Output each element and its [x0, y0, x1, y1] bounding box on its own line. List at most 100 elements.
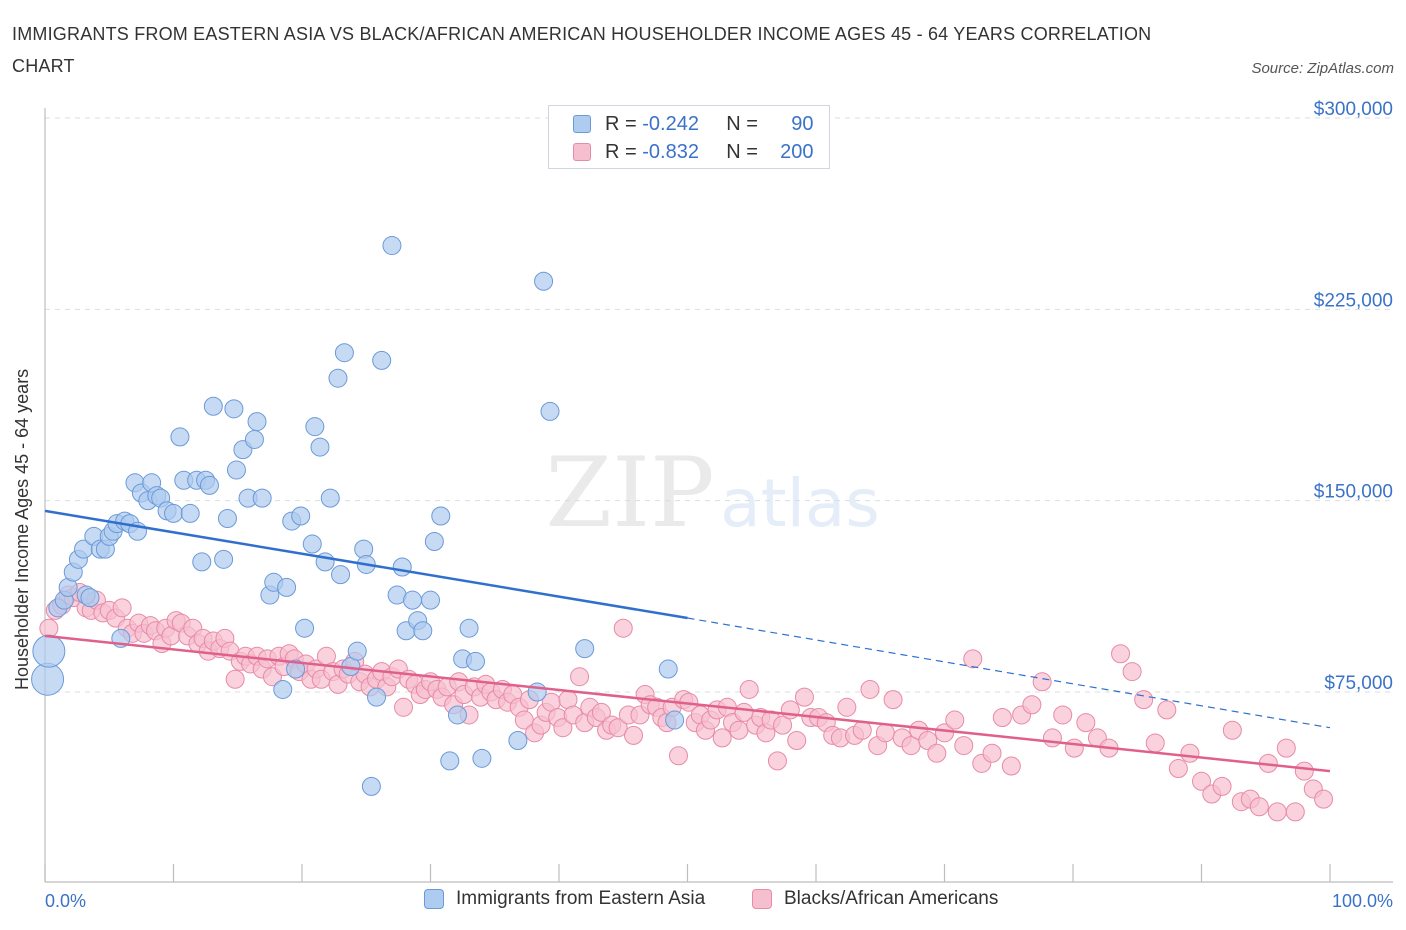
eastern-asia-point [291, 506, 311, 526]
eastern-asia-point [273, 679, 293, 699]
trend-lines [44, 509, 1331, 773]
eastern-asia-point [224, 399, 244, 419]
blacks-point [1276, 738, 1296, 758]
chart-source: Source: ZipAtlas.com [1251, 60, 1394, 77]
blacks-point [739, 679, 759, 699]
blacks-point [1249, 797, 1269, 817]
y-tick-label: $300,000 [1314, 99, 1393, 120]
blacks-point [553, 718, 573, 738]
eastern-asia-point [203, 396, 223, 416]
eastern-asia-point [361, 776, 381, 796]
eastern-asia-point [331, 565, 351, 585]
blacks-point [945, 710, 965, 730]
legend-label-blacks: Blacks/African Americans [784, 888, 999, 909]
correlation-legend: R = -0.242 N = 90 R = -0.832 N = 200 [548, 105, 830, 169]
blacks-point [883, 690, 903, 710]
legend-r-label: R = [605, 140, 643, 163]
series-eastern-asia-points [31, 236, 685, 796]
eastern-asia-point [170, 427, 190, 447]
legend-swatch-pink [752, 889, 772, 909]
eastern-asia-point [424, 531, 444, 551]
eastern-asia-point [277, 577, 297, 597]
eastern-asia-point [540, 401, 560, 421]
y-tick-label: $150,000 [1314, 482, 1393, 503]
eastern-asia-point [440, 751, 460, 771]
legend-swatch-pink [573, 143, 591, 161]
blacks-point [1222, 720, 1242, 740]
eastern-asia-point [247, 412, 267, 432]
blacks-point [794, 687, 814, 707]
legend-n-value: 90 [791, 112, 814, 135]
blacks-point [1145, 733, 1165, 753]
blacks-point [1285, 802, 1305, 822]
eastern-asia-point [328, 368, 348, 388]
axes [44, 108, 1393, 883]
blacks-point [927, 743, 947, 763]
eastern-asia-point [180, 503, 200, 523]
y-tick-label: $75,000 [1324, 673, 1393, 694]
blacks-point [591, 702, 611, 722]
eastern-asia-point [459, 618, 479, 638]
blacks-point [1192, 771, 1211, 791]
legend-n-label: N = [726, 112, 764, 135]
eastern-asia-trend-dashed [687, 617, 1331, 729]
blacks-point [935, 723, 954, 743]
eastern-asia-point [310, 437, 330, 457]
legend-r-label: R = [605, 112, 643, 135]
blacks-point [39, 618, 59, 638]
blacks-point [837, 697, 857, 717]
blacks-point [787, 730, 807, 750]
blacks-point [1111, 644, 1131, 664]
blacks-point [992, 708, 1012, 728]
eastern-asia-point [334, 343, 354, 363]
eastern-asia-point [367, 687, 387, 707]
legend-item-eastern-asia: Immigrants from Eastern Asia [424, 888, 705, 910]
blacks-point [570, 667, 590, 687]
eastern-asia-point [392, 557, 412, 577]
legend-row-eastern-asia: R = -0.242 N = 90 [573, 110, 814, 138]
blacks-point [1122, 662, 1142, 682]
blacks-point [1053, 705, 1073, 725]
eastern-asia-point [295, 618, 315, 638]
blacks-point [1180, 743, 1200, 763]
blacks-point [1294, 761, 1314, 781]
eastern-asia-point [226, 460, 246, 480]
eastern-asia-point [665, 710, 685, 730]
blacks-point [954, 736, 974, 756]
blacks-point [729, 720, 749, 740]
eastern-asia-point [286, 659, 306, 679]
watermark-zip: ZIP [545, 437, 714, 549]
eastern-asia-point [214, 549, 234, 569]
eastern-asia-point [508, 730, 528, 750]
blacks-point [225, 669, 245, 689]
eastern-asia-point [421, 590, 440, 610]
eastern-asia-point [413, 621, 433, 641]
blacks-point [1076, 713, 1096, 733]
legend-row-blacks: R = -0.832 N = 200 [573, 138, 814, 166]
eastern-asia-point [320, 488, 340, 508]
blacks-point [1314, 789, 1334, 809]
eastern-asia-point [403, 590, 423, 610]
legend-label-eastern-asia: Immigrants from Eastern Asia [456, 888, 706, 909]
blacks-point [669, 746, 689, 766]
eastern-asia-point [164, 503, 183, 523]
y-tick-labels: $75,000 $150,000 $225,000 $300,000 [1314, 99, 1393, 694]
eastern-asia-point [80, 588, 100, 608]
eastern-asia-point [372, 350, 392, 370]
eastern-asia-point [472, 748, 492, 768]
eastern-asia-point [527, 682, 547, 702]
x-tick-label-right: 100.0% [1332, 891, 1393, 911]
eastern-asia-point [305, 417, 325, 437]
x-tick-label-left: 0.0% [45, 891, 86, 911]
eastern-asia-point [217, 509, 237, 529]
blacks-point [112, 598, 132, 618]
y-tick-label: $225,000 [1314, 290, 1393, 311]
eastern-asia-point [658, 659, 678, 679]
watermark: ZIP atlas [545, 437, 879, 549]
y-axis-label: Householder Income Ages 45 - 64 years [12, 368, 32, 690]
eastern-asia-point [382, 236, 402, 256]
eastern-asia-point [32, 634, 66, 668]
legend-item-blacks: Blacks/African Americans [752, 888, 998, 910]
blacks-point [860, 679, 880, 699]
